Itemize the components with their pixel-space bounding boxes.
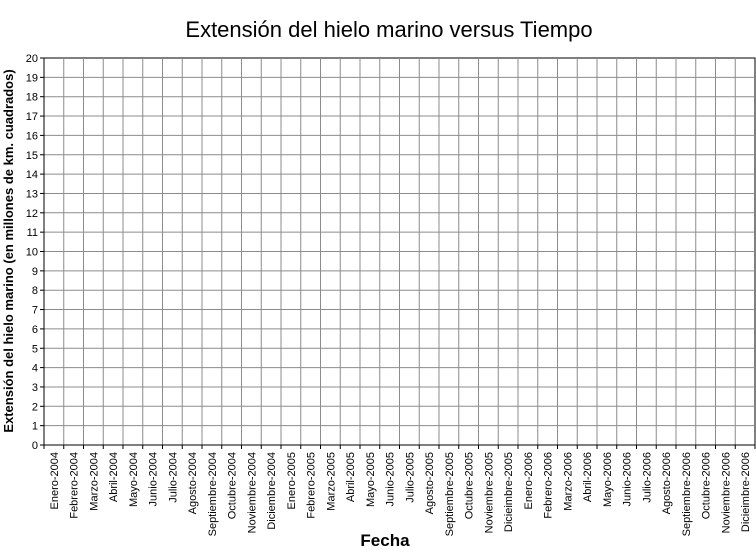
y-tick-label: 9 (32, 266, 38, 278)
x-tick-label: Mayo-2005 (365, 452, 377, 507)
x-tick-label: Septiembre-2005 (444, 452, 456, 536)
x-tick-label: Noviembre-2006 (720, 452, 732, 533)
x-tick-label: Octubre-2004 (227, 452, 239, 519)
x-tick-label: Abril-2006 (582, 452, 594, 502)
x-tick-label: Junio-2004 (148, 452, 160, 506)
x-tick-label: Dicieimbre-2006 (740, 452, 752, 532)
x-tick-label: Abril-2004 (108, 452, 120, 502)
x-tick-label: Agosto-2004 (187, 452, 199, 514)
x-tick-label: Enero-2006 (523, 452, 535, 510)
x-tick-label: Diciembre-2004 (266, 452, 278, 530)
y-tick-label: 12 (26, 208, 38, 220)
x-tick-label: Mayo-2006 (602, 452, 614, 507)
x-tick-label: Enero-2005 (286, 452, 298, 510)
x-tick-label: Febrero-2004 (69, 452, 81, 519)
y-tick-label: 2 (32, 401, 38, 413)
x-tick-label: Enero-2004 (49, 452, 61, 510)
x-tick-label: Julio-2006 (641, 452, 653, 503)
x-tick-label: Julio-2004 (167, 452, 179, 503)
y-tick-label: 20 (26, 53, 38, 65)
x-tick-label: Agosto-2005 (424, 452, 436, 514)
x-tick-label: Dicieimbre-2005 (503, 452, 515, 532)
y-tick-label: 17 (26, 111, 38, 123)
y-tick-label: 13 (26, 188, 38, 200)
y-tick-label: 1 (32, 421, 38, 433)
y-tick-label: 0 (32, 440, 38, 452)
x-tick-label: Febrero-2006 (543, 452, 555, 519)
y-tick-label: 18 (26, 92, 38, 104)
y-tick-label: 19 (26, 72, 38, 84)
y-axis-title: Extensión del hielo marino (en millones … (1, 69, 16, 432)
y-tick-label: 7 (32, 305, 38, 317)
y-tick-label: 6 (32, 324, 38, 336)
x-tick-label: Febrero-2005 (306, 452, 318, 519)
y-tick-label: 10 (26, 247, 38, 259)
y-tick-label: 3 (32, 382, 38, 394)
x-tick-label: Julio-2005 (404, 452, 416, 503)
x-tick-label: Agosto-2006 (661, 452, 673, 514)
x-tick-label: Septiembre-2004 (207, 452, 219, 536)
y-tick-label: 8 (32, 285, 38, 297)
x-tick-label: Octubre-2006 (701, 452, 713, 519)
x-tick-label: Octubre-2005 (464, 452, 476, 519)
x-tick-label: Marzo-2006 (562, 452, 574, 511)
chart-title: Extensión del hielo marino versus Tiempo (185, 17, 592, 42)
x-tick-label: Noviembre-2004 (246, 452, 258, 533)
x-gridlines (63, 58, 736, 445)
x-tick-label: Septiembre-2006 (681, 452, 693, 536)
y-tick-label: 15 (26, 150, 38, 162)
x-tick-label: Junio-2006 (622, 452, 634, 506)
y-tick-label: 11 (27, 227, 38, 239)
y-tick-label: 5 (32, 343, 38, 355)
x-tick-label: Noviembre-2005 (483, 452, 495, 533)
y-tick-label: 16 (26, 130, 38, 142)
x-axis-title: Fecha (360, 531, 410, 550)
y-tick-label: 4 (32, 363, 38, 375)
x-tick-label: Junio-2005 (385, 452, 397, 506)
x-tick-label: Abril-2005 (345, 452, 357, 502)
x-tick-label: Marzo-2005 (325, 452, 337, 511)
x-axis-ticks: Enero-2004 Febrero-2004 Marzo-2004 Abril-20… (43, 445, 756, 536)
x-tick-label: Marzo-2004 (88, 452, 100, 511)
y-tick-label: 14 (26, 169, 38, 181)
x-tick-label: Mayo-2004 (128, 452, 140, 507)
